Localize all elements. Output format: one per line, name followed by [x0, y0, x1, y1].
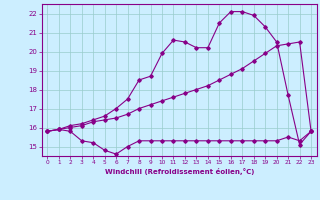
X-axis label: Windchill (Refroidissement éolien,°C): Windchill (Refroidissement éolien,°C)	[105, 168, 254, 175]
